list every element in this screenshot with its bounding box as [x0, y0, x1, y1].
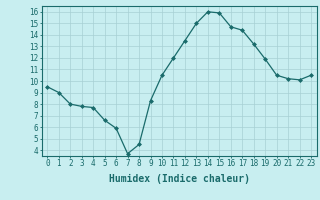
- X-axis label: Humidex (Indice chaleur): Humidex (Indice chaleur): [109, 174, 250, 184]
